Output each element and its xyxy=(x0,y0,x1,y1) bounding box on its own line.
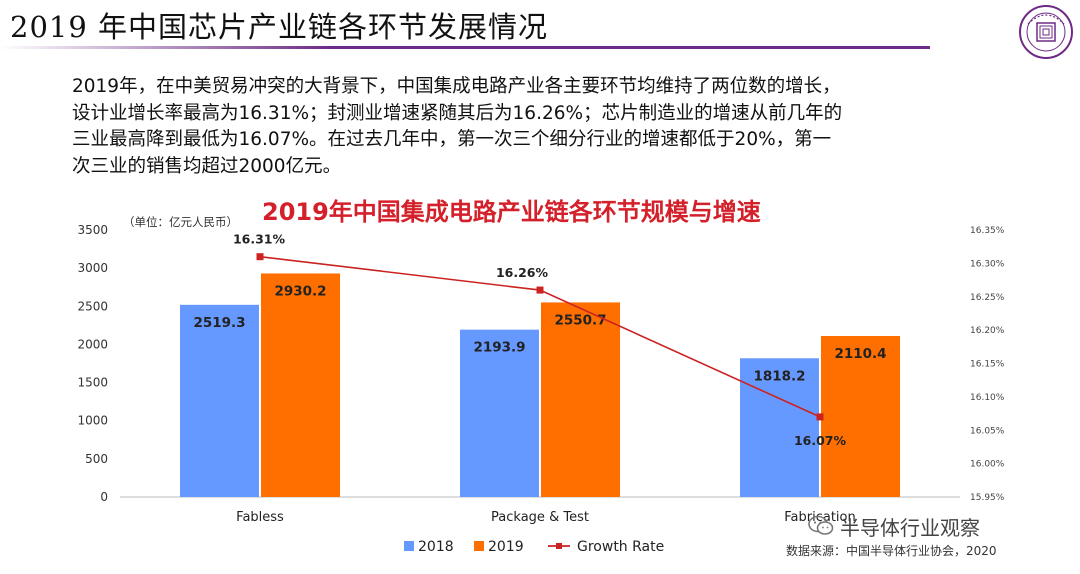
legend-swatch-2018 xyxy=(404,541,414,551)
legend-marker xyxy=(556,543,562,549)
title-underline xyxy=(0,46,930,49)
growth-rate-point xyxy=(816,413,824,421)
unit-label: （单位：亿元人民币） xyxy=(123,215,238,229)
y-tick-label-right: 16.25% xyxy=(970,293,1005,303)
y-tick-label-left: 2500 xyxy=(77,299,108,313)
y-tick-label-left: 3500 xyxy=(77,223,108,237)
bar-2019 xyxy=(261,273,340,497)
source-note: 数据来源：中国半导体行业协会，2020 xyxy=(786,544,997,558)
bar-value-label: 2110.4 xyxy=(834,346,886,362)
bar-value-label: 2519.3 xyxy=(193,315,245,331)
growth-rate-label: 16.31% xyxy=(233,232,286,247)
y-tick-label-left: 1000 xyxy=(77,414,108,428)
growth-rate-label: 16.26% xyxy=(496,265,549,280)
legend-label: Growth Rate xyxy=(577,539,664,555)
growth-rate-point xyxy=(536,286,544,294)
paragraph-line: 设计业增长率最高为16.31%；封测业增速紧随其后为16.26%；芯片制造业的增… xyxy=(72,102,843,124)
bar-2018 xyxy=(740,358,819,497)
y-tick-label-left: 500 xyxy=(85,452,108,466)
growth-rate-line xyxy=(259,255,821,418)
y-tick-label-left: 1500 xyxy=(77,376,108,390)
x-tick-label: Package & Test xyxy=(491,510,589,525)
bar-value-label: 2550.7 xyxy=(554,312,606,328)
legend-swatch-2019 xyxy=(474,541,484,551)
y-tick-label-right: 16.10% xyxy=(970,393,1005,403)
y-tick-label-right: 16.15% xyxy=(970,360,1005,370)
watermark-text: 半导体行业观察 xyxy=(840,515,980,540)
legend-label: 2019 xyxy=(488,539,524,555)
slide-header: 2019 年中国芯片产业链各环节发展情况 xyxy=(0,0,1080,52)
y-tick-label-right: 15.95% xyxy=(970,493,1005,503)
bar-value-label: 2930.2 xyxy=(274,283,326,299)
y-tick-label-right: 16.30% xyxy=(970,259,1005,269)
bar-2018 xyxy=(180,304,259,497)
bar-2019 xyxy=(541,302,620,497)
legend-label: 2018 xyxy=(418,539,454,555)
growth-rate-label: 16.07% xyxy=(794,433,847,448)
y-tick-label-left: 3000 xyxy=(77,261,108,275)
paragraph-line: 次三业的销售均超过2000亿元。 xyxy=(72,155,342,177)
x-tick-label: Fabrication xyxy=(784,510,855,525)
chart-title: 2019年中国集成电路产业链各环节规模与增速 xyxy=(262,198,761,226)
university-seal-icon xyxy=(1019,5,1073,59)
bar-2019 xyxy=(821,336,900,497)
y-tick-label-right: 16.20% xyxy=(970,326,1005,336)
growth-rate-point xyxy=(256,253,264,261)
y-tick-label-right: 16.35% xyxy=(970,226,1005,236)
bar-2018 xyxy=(460,329,539,497)
wechat-icon xyxy=(808,515,834,535)
y-tick-label-right: 16.00% xyxy=(970,460,1005,470)
bar-value-label: 2193.9 xyxy=(473,340,525,356)
summary-paragraph: 2019年，在中美贸易冲突的大背景下，中国集成电路产业各主要环节均维持了两位数的… xyxy=(72,74,1032,180)
watermark: 半导体行业观察 xyxy=(808,512,980,540)
x-tick-label: Fabless xyxy=(236,510,284,525)
y-tick-label-right: 16.05% xyxy=(970,426,1005,436)
paragraph-line: 2019年，在中美贸易冲突的大背景下，中国集成电路产业各主要环节均维持了两位数的… xyxy=(72,76,841,97)
bar-value-label: 1818.2 xyxy=(753,368,805,384)
paragraph-line: 三业最高降到最低为16.07%。在过去几年中，第一次三个细分行业的增速都低于20… xyxy=(72,129,832,150)
title-underline-gradient xyxy=(0,46,330,49)
y-tick-label-left: 2000 xyxy=(77,337,108,351)
y-tick-label-left: 0 xyxy=(100,490,108,504)
slide-title: 2019 年中国芯片产业链各环节发展情况 xyxy=(10,10,549,44)
